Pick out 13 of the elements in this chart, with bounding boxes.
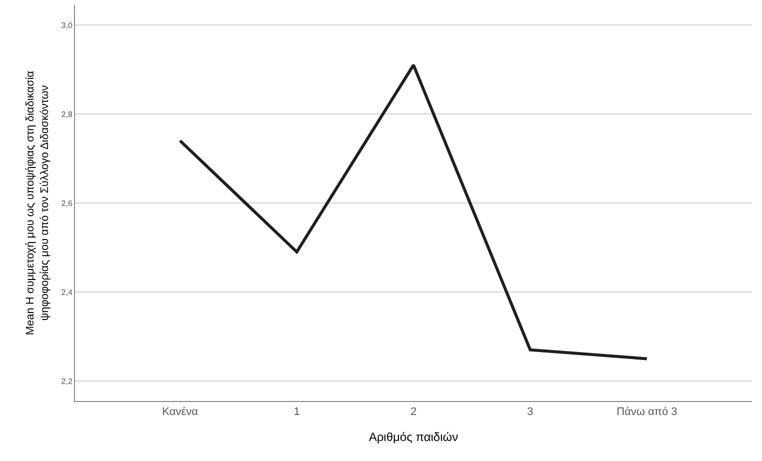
x-tick-label: 1 [294,406,300,418]
x-axis-title: Αριθμός παιδιών [368,430,458,444]
y-tick-label: 3,0 [61,20,73,30]
y-tick-label: 2,2 [61,376,73,386]
y-axis-title: Mean Η συμμετοχή μου ως υποψήφιας στη διαδικασία ψηφοφορίας μου από τον Σύλλογο Διδασκόντων [24,70,51,336]
x-tick-label: Πάνω από 3 [616,406,678,418]
y-tick-label: 2,4 [61,288,73,297]
x-tick-label: 2 [410,406,417,418]
line-series [178,64,648,360]
x-tick-label: 3 [527,406,534,418]
x-tick-label: Κανένα [162,406,199,418]
y-tick-label: 2,6 [61,198,73,208]
y-tick-label: 2,8 [61,110,73,119]
